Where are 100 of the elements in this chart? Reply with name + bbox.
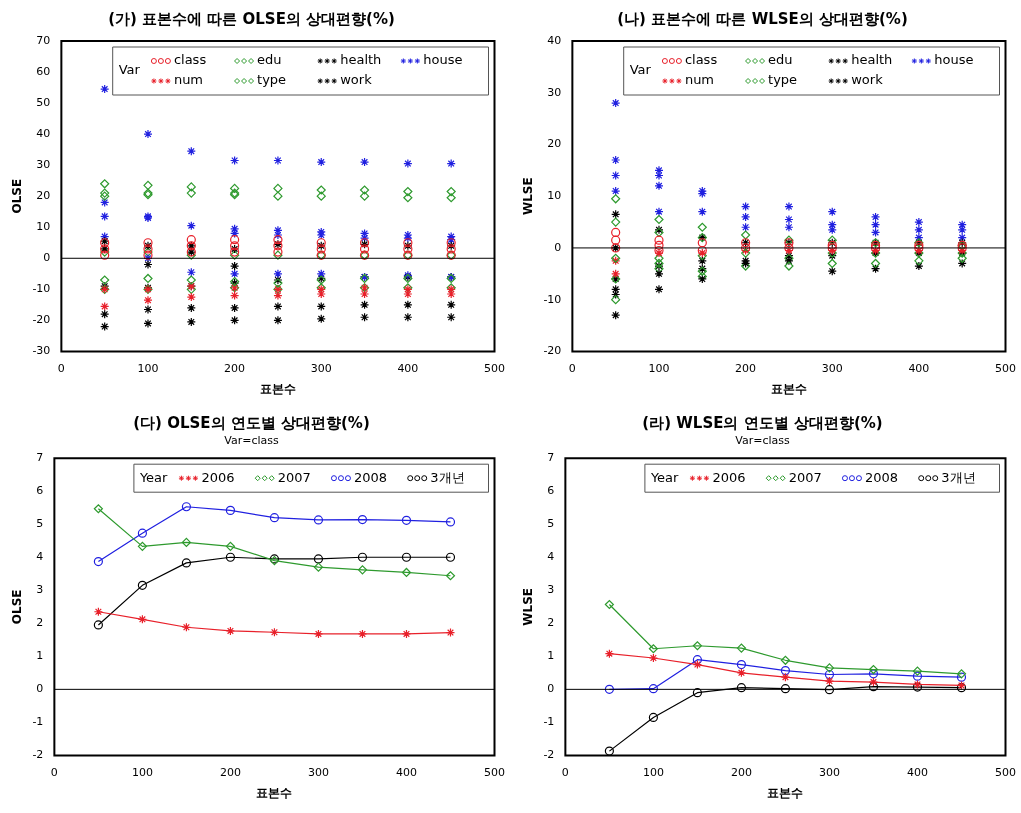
y-axis-title: WLSE (521, 177, 536, 216)
y-tick-label: 60 (36, 64, 51, 78)
legend-title: Year (649, 469, 680, 485)
y-tick-label: -20 (32, 313, 51, 327)
x-tick-label: 500 (484, 765, 505, 779)
x-tick-label: 100 (648, 361, 670, 375)
x-tick-label: 500 (995, 361, 1016, 375)
legend-label: work (340, 72, 373, 88)
legend-label: house (423, 52, 463, 68)
y-tick-label: 0 (547, 682, 555, 696)
x-tick-label: 300 (307, 765, 329, 779)
legend-label: 3개년 (430, 469, 465, 485)
y-tick-label: 0 (36, 682, 44, 696)
y-tick-label: 5 (547, 517, 555, 531)
y-tick-label: 50 (36, 95, 51, 109)
y-tick-label: 7 (36, 451, 44, 465)
y-tick-label: 4 (36, 550, 44, 564)
y-tick-label: 40 (547, 33, 562, 47)
legend-title: Var (118, 62, 141, 78)
legend-label: health (851, 52, 893, 68)
legend-label: house (934, 52, 974, 68)
chart-subtitle: Var=class (224, 434, 279, 448)
x-axis-title: 표본수 (259, 381, 296, 396)
x-tick-label: 100 (137, 361, 159, 375)
y-tick-label: 6 (36, 484, 44, 498)
y-tick-label: 3 (36, 583, 44, 597)
x-tick-label: 100 (131, 765, 153, 779)
y-tick-label: 30 (547, 85, 562, 99)
y-tick-label: 70 (36, 33, 51, 47)
y-tick-label: 4 (547, 550, 555, 564)
x-tick-label: 0 (568, 361, 576, 375)
x-axis-title: 표본수 (770, 381, 807, 396)
y-tick-label: 1 (36, 649, 44, 663)
y-axis-title: OLSE (10, 178, 25, 214)
y-tick-label: -1 (32, 715, 44, 729)
chart-subtitle: Var=class (735, 434, 790, 448)
y-tick-label: -10 (543, 292, 562, 306)
legend-label: 3개년 (941, 469, 976, 485)
x-axis-title: 표본수 (256, 785, 293, 800)
legend-label: 2008 (353, 469, 388, 485)
y-tick-label: 0 (554, 240, 562, 254)
chart-title: (가) 표본수에 따른 OLSE의 상대편향(%) (108, 9, 395, 28)
x-tick-label: 400 (397, 361, 419, 375)
x-tick-label: 100 (642, 765, 664, 779)
y-tick-label: -1 (543, 715, 555, 729)
y-axis-title: WLSE (521, 587, 536, 626)
legend-label: class (684, 52, 718, 68)
legend-label: num (684, 72, 715, 88)
x-tick-label: 200 (219, 765, 241, 779)
y-tick-label: 3 (547, 583, 555, 597)
legend-label: health (340, 52, 382, 68)
legend-label: 2006 (712, 469, 746, 485)
chart-title: (나) 표본수에 따른 WLSE의 상대편향(%) (617, 9, 908, 28)
x-axis-title: 표본수 (767, 785, 804, 800)
y-tick-label: 2 (36, 616, 44, 630)
x-tick-label: 400 (908, 361, 930, 375)
y-tick-label: 1 (547, 649, 555, 663)
y-tick-label: 0 (43, 251, 51, 265)
x-tick-label: 500 (995, 765, 1016, 779)
y-tick-label: 10 (36, 220, 51, 234)
y-tick-label: -2 (543, 748, 555, 762)
x-tick-label: 200 (730, 765, 752, 779)
x-tick-label: 200 (735, 361, 757, 375)
x-tick-label: 300 (818, 765, 840, 779)
x-tick-label: 300 (310, 361, 332, 375)
legend-label: 2006 (201, 469, 235, 485)
y-tick-label: -2 (32, 748, 44, 762)
y-tick-label: 40 (36, 126, 51, 140)
y-tick-label: 5 (36, 517, 44, 531)
x-tick-label: 0 (57, 361, 65, 375)
legend-label: edu (768, 52, 793, 68)
chart-title: (라) WLSE의 연도별 상대편향(%) (642, 413, 883, 432)
legend-label: class (173, 52, 207, 68)
legend-label: 2007 (788, 469, 822, 485)
x-tick-label: 400 (395, 765, 417, 779)
chart-title: (다) OLSE의 연도별 상대편향(%) (133, 413, 370, 432)
y-tick-label: 10 (547, 189, 562, 203)
legend-label: work (851, 72, 884, 88)
y-tick-label: 7 (547, 451, 555, 465)
y-tick-label: 2 (547, 616, 555, 630)
x-tick-label: 300 (821, 361, 843, 375)
legend-title: Year (138, 469, 169, 485)
legend-label: 2008 (864, 469, 899, 485)
legend-label: 2007 (277, 469, 311, 485)
x-tick-label: 500 (484, 361, 505, 375)
y-tick-label: 6 (547, 484, 555, 498)
y-axis-title: OLSE (10, 589, 25, 625)
legend-label: num (173, 72, 204, 88)
y-tick-label: -10 (32, 282, 51, 296)
y-tick-label: 20 (36, 189, 51, 203)
y-tick-label: -30 (32, 344, 51, 358)
legend-title: Var (629, 62, 652, 78)
x-tick-label: 400 (906, 765, 928, 779)
x-tick-label: 200 (224, 361, 246, 375)
legend-label: edu (257, 52, 282, 68)
y-tick-label: -20 (543, 344, 562, 358)
legend-label: type (257, 72, 287, 88)
legend-label: type (768, 72, 798, 88)
y-tick-label: 20 (547, 137, 562, 151)
y-tick-label: 30 (36, 158, 51, 172)
